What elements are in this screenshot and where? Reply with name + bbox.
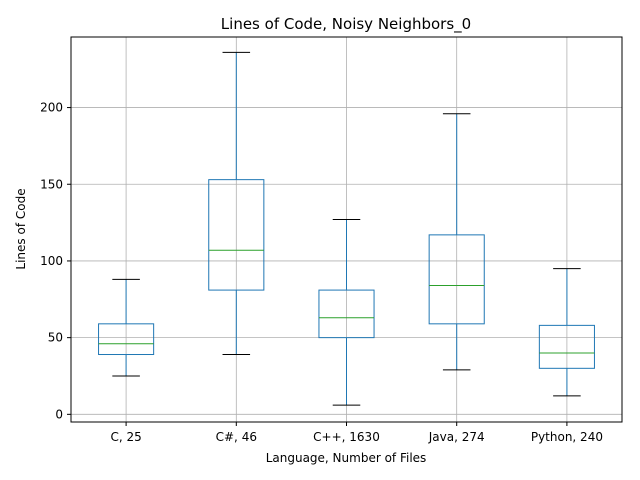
chart-title: Lines of Code, Noisy Neighbors_0	[221, 15, 471, 34]
box-group	[98, 278, 155, 377]
x-tick-label: Java, 274	[428, 430, 485, 444]
x-axis-ticks: C, 25 C#, 46 C++, 1630 Java, 274 Python, 240	[110, 422, 603, 444]
y-tick-label: 50	[48, 331, 63, 345]
y-tick-label: 150	[40, 177, 63, 191]
box-group	[428, 113, 485, 371]
y-axis-label: Lines of Code	[14, 188, 28, 269]
iqr-box	[98, 323, 155, 356]
box-group	[538, 268, 595, 397]
y-tick-label: 200	[40, 101, 63, 115]
iqr-box	[538, 324, 595, 369]
box-group	[318, 219, 375, 406]
y-axis-ticks: 0 50 100 150 200	[40, 101, 71, 421]
iqr-box	[428, 234, 485, 325]
box-group	[208, 51, 265, 356]
x-tick-label: C++, 1630	[313, 430, 380, 444]
box-series	[98, 51, 595, 406]
iqr-box	[318, 289, 375, 339]
y-tick-label: 100	[40, 254, 63, 268]
x-tick-label: Python, 240	[531, 430, 603, 444]
x-tick-label: C#, 46	[216, 430, 257, 444]
y-tick-label: 0	[55, 407, 63, 421]
x-tick-label: C, 25	[110, 430, 141, 444]
x-axis-label: Language, Number of Files	[266, 451, 427, 465]
iqr-box	[208, 179, 265, 291]
